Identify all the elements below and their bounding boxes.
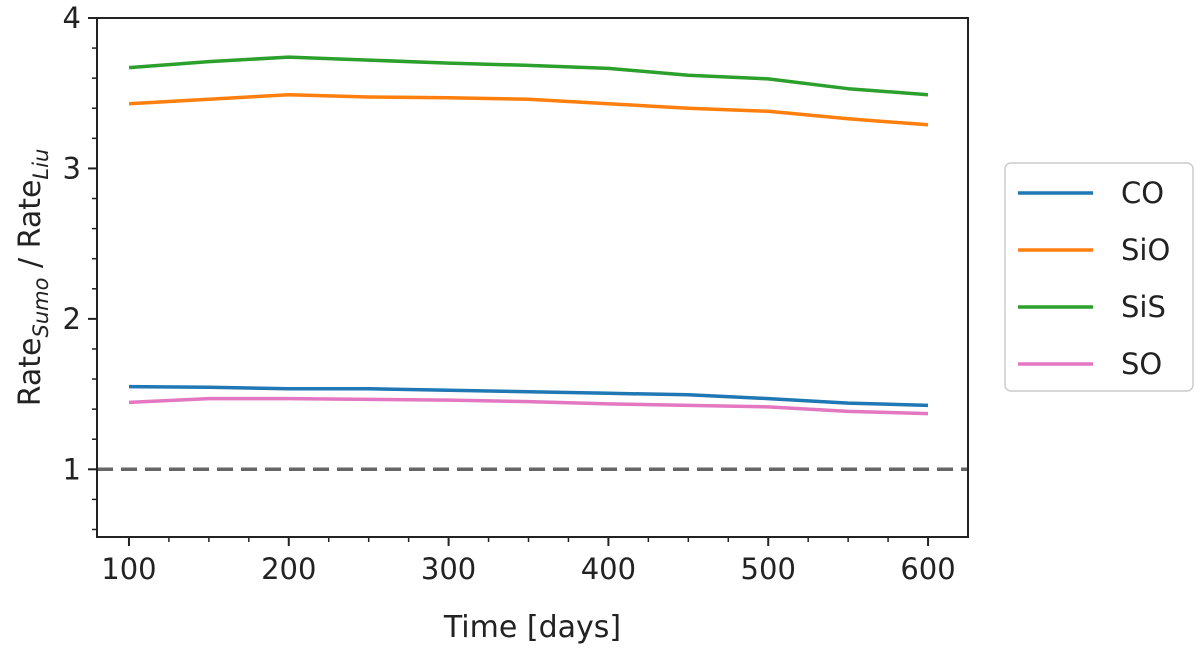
plot-area (97, 55, 968, 472)
x-tick-label: 400 (581, 552, 636, 586)
series-line-so (128, 396, 929, 416)
y-tick-label: 4 (63, 1, 81, 35)
x-tick-label: 500 (741, 552, 796, 586)
x-tick-label: 200 (261, 552, 316, 586)
series-line-co (128, 384, 929, 408)
series-line-sio (128, 92, 929, 127)
x-tick-label: 600 (900, 552, 955, 586)
y-axis-label-sub-1: Sumo (29, 278, 53, 338)
legend-label-so: SO (1121, 347, 1162, 381)
legend-frame (1004, 162, 1194, 392)
y-axis-label-main-2: Rate (13, 180, 48, 249)
series-line-sis (128, 55, 929, 97)
x-axis-label: Time [days] (443, 610, 621, 645)
y-axis-label-separator: / (13, 248, 48, 277)
y-axis-label-sub-2: Liu (29, 149, 53, 180)
y-axis-label: RateSumo / RateLiu (13, 149, 53, 407)
y-tick-label: 1 (63, 452, 81, 486)
legend: CO SiO SiS SO (1004, 162, 1194, 392)
x-tick-label: 100 (101, 552, 156, 586)
plot-frame (96, 17, 969, 538)
legend-label-co: CO (1121, 176, 1164, 210)
legend-label-sio: SiO (1121, 233, 1170, 267)
legend-label-sis: SiS (1121, 290, 1166, 324)
y-tick-label: 3 (63, 151, 81, 185)
y-tick-label: 2 (63, 302, 81, 336)
x-tick-label: 300 (421, 552, 476, 586)
axes: 100 200 300 400 500 600 1 2 3 4 (63, 1, 969, 586)
y-axis-label-main-1: Rate (13, 337, 48, 406)
